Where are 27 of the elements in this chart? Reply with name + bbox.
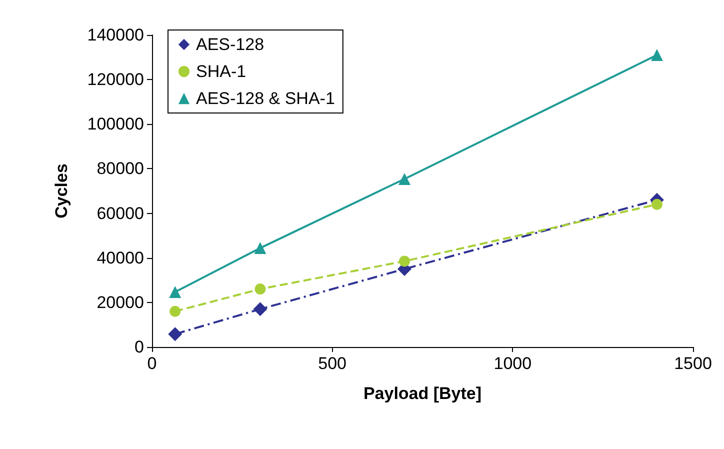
point	[398, 172, 410, 185]
y-tick-label: 60000	[96, 204, 144, 223]
point	[398, 256, 410, 267]
y-tick-label: 140000	[87, 26, 144, 44]
x-tick-label: 1500	[674, 354, 712, 373]
x-tick-label: 500	[318, 354, 347, 373]
legend-label: AES-128 & SHA-1	[196, 89, 335, 108]
point	[168, 327, 182, 342]
y-tick-label: 100000	[87, 114, 144, 134]
y-axis-title: Cycles	[52, 164, 71, 218]
point	[254, 284, 266, 295]
legend-label: AES-128	[196, 35, 264, 54]
y-tick-label: 40000	[96, 248, 144, 268]
x-axis-title: Payload [Byte]	[363, 384, 482, 403]
point	[651, 198, 662, 210]
point	[254, 242, 266, 254]
y-tick-label: 120000	[87, 70, 144, 90]
x-tick-label: 0	[147, 354, 157, 373]
point	[253, 302, 268, 316]
point	[170, 306, 181, 317]
y-tick-label: 20000	[96, 292, 144, 312]
legend-label: SHA-1	[196, 62, 246, 81]
y-tick-label: 80000	[96, 159, 144, 178]
point	[169, 286, 182, 298]
x-tick-label: 1000	[494, 354, 532, 373]
y-tick-label: 0	[134, 338, 144, 356]
point	[650, 49, 663, 62]
